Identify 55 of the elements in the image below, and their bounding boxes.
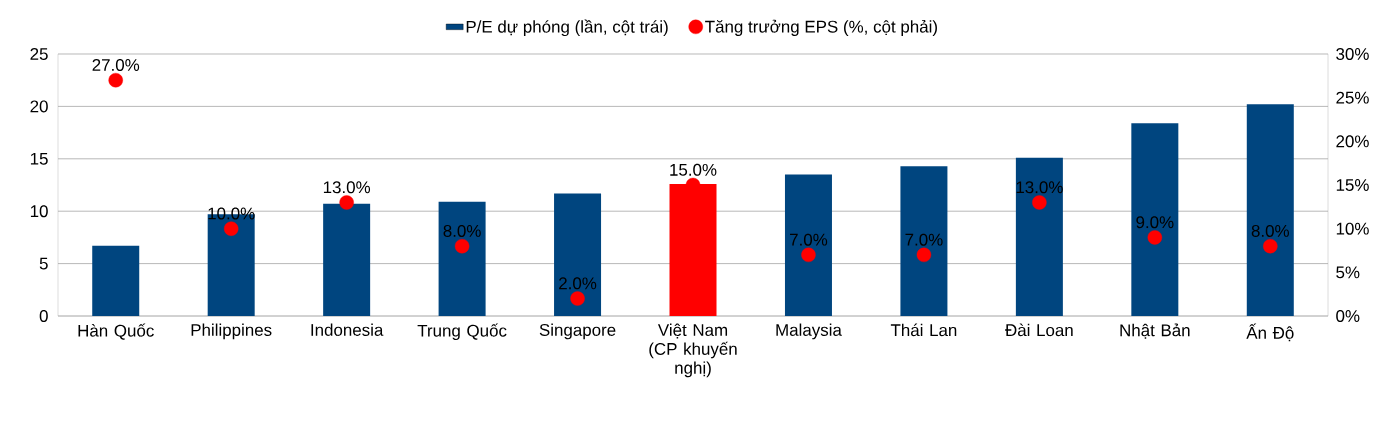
- x-tick-label: Hàn Quốc: [78, 323, 154, 340]
- y2-tick-label: 0%: [1336, 310, 1360, 322]
- y2-tick-label: 5%: [1336, 266, 1360, 279]
- bar: [323, 203, 371, 316]
- bar: [92, 245, 140, 316]
- bar: [438, 201, 486, 316]
- y2-tick-label: 20%: [1336, 135, 1369, 148]
- y-tick-label: 10: [30, 205, 48, 218]
- data-label: 13.0%: [323, 181, 371, 194]
- point: [1147, 230, 1163, 245]
- x-tick-label: Thái Lan: [890, 323, 957, 337]
- point: [454, 238, 470, 254]
- x-tick-label: Trung Quốc: [417, 323, 507, 341]
- y2-tick-label: 10%: [1336, 222, 1369, 235]
- y-tick-label: 0: [39, 310, 48, 322]
- y2-tick-label: 15%: [1336, 179, 1369, 191]
- x-tick-label: Ấn Độ: [1246, 323, 1294, 342]
- x-tick-label: Philippines: [191, 323, 272, 340]
- data-label: 7.0%: [905, 233, 943, 246]
- y2-tick-label: 25%: [1336, 91, 1369, 104]
- x-tick-label: Việt Nam (CP khuyến nghị): [649, 323, 737, 378]
- y-tick-label: 15: [30, 152, 48, 165]
- legend-label: P/E dự phóng (lần, cột trái): [466, 19, 668, 37]
- bar: [1131, 123, 1179, 316]
- data-label: 27.0%: [92, 59, 140, 71]
- data-label: 8.0%: [443, 224, 481, 237]
- point: [801, 247, 816, 263]
- point: [916, 247, 932, 263]
- x-tick-label: Indonesia: [311, 323, 384, 336]
- legend-label: Tăng trưởng EPS (%, cột phải): [705, 19, 937, 36]
- x-tick-label: Singapore: [539, 323, 616, 340]
- point: [1263, 238, 1278, 254]
- bar: [900, 166, 948, 316]
- x-tick-label: Đài Loan: [1005, 323, 1073, 337]
- bar: [1246, 104, 1294, 316]
- point: [339, 195, 354, 210]
- data-label: 8.0%: [1251, 224, 1289, 237]
- y2-tick-label: 30%: [1336, 48, 1369, 60]
- data-label: 9.0%: [1136, 216, 1174, 229]
- y-tick-label: 5: [39, 257, 48, 270]
- bar: [554, 193, 602, 316]
- data-label: 2.0%: [559, 277, 597, 290]
- data-label: 13.0%: [1016, 181, 1063, 194]
- point: [223, 221, 239, 236]
- point: [1032, 195, 1047, 210]
- data-label: 7.0%: [790, 233, 828, 246]
- y-tick-label: 20: [30, 100, 48, 113]
- data-label: 15.0%: [670, 163, 717, 176]
- bar: [784, 174, 832, 316]
- x-tick-label: Malaysia: [776, 323, 842, 340]
- y-tick-label: 25: [30, 48, 48, 60]
- x-tick-label: Nhật Bản: [1120, 323, 1190, 339]
- point: [570, 291, 585, 306]
- point: [108, 73, 123, 88]
- bar: [1015, 157, 1063, 316]
